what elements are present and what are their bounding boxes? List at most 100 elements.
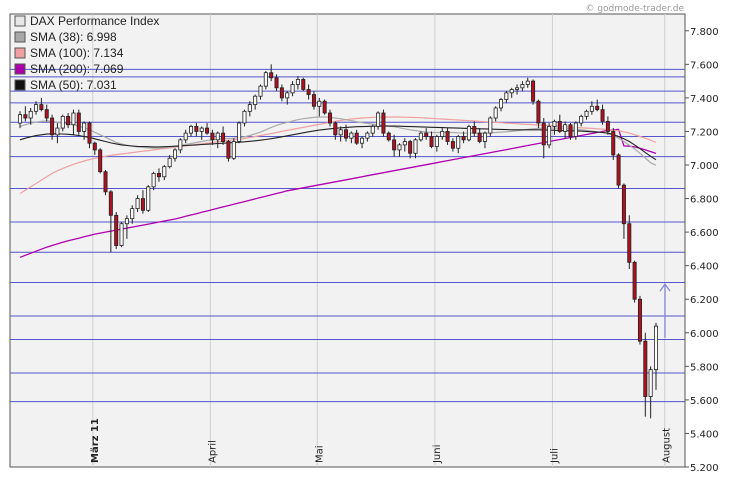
candle-body <box>98 149 103 173</box>
candle <box>429 131 434 149</box>
candle <box>301 77 306 92</box>
candle-body <box>477 132 482 142</box>
candle-body <box>301 79 306 90</box>
candle <box>616 153 621 189</box>
candle-body <box>605 120 610 132</box>
candle <box>322 99 327 115</box>
legend-swatch <box>14 15 26 27</box>
candle <box>482 131 487 149</box>
candle-body <box>488 117 493 134</box>
candle-body <box>39 104 44 111</box>
candle <box>146 185 151 212</box>
candle <box>327 109 332 127</box>
candle <box>493 106 498 122</box>
candle <box>87 121 92 149</box>
candle <box>595 99 600 112</box>
candle-body <box>595 105 600 111</box>
candle <box>424 128 429 140</box>
candle-body <box>397 144 402 151</box>
sma100-line <box>19 116 657 195</box>
candle-body <box>269 72 274 79</box>
candle <box>60 114 65 132</box>
candle <box>579 114 584 127</box>
candle <box>509 87 514 98</box>
candle <box>360 136 365 149</box>
candle-body <box>28 110 33 119</box>
candle-body <box>338 129 343 136</box>
candle <box>17 111 22 129</box>
candle <box>50 114 55 140</box>
candle-body <box>242 110 247 124</box>
candle-body <box>55 127 60 136</box>
candle <box>450 138 455 152</box>
candle <box>205 123 210 135</box>
candle-body <box>456 136 461 149</box>
candle <box>611 128 616 160</box>
candle-body <box>146 186 151 211</box>
candle <box>247 101 252 117</box>
candle-body <box>557 120 562 132</box>
candle-body <box>499 99 504 109</box>
candle-body <box>333 122 338 136</box>
y-tick-label: 5.800 <box>690 362 719 373</box>
y-tick-label: 7.400 <box>690 94 719 105</box>
candle-body <box>504 92 509 100</box>
candle <box>541 118 546 159</box>
candle <box>589 101 594 115</box>
candle <box>151 171 156 191</box>
candle <box>504 91 509 103</box>
candle-body <box>365 132 370 139</box>
candle-body <box>637 298 642 342</box>
candle-body <box>167 157 172 168</box>
legend-label: SMA (50): 7.031 <box>30 78 117 92</box>
candle-body <box>322 100 327 114</box>
candle <box>499 97 504 112</box>
candle-body <box>568 124 573 137</box>
candle-body <box>515 87 520 90</box>
candle-body <box>274 77 279 89</box>
y-axis: 7.800 7.600 7.400 7.200 7.000 6.800 6.600 6.400… <box>685 27 719 474</box>
y-tick-label: 6.200 <box>690 295 719 306</box>
candle <box>536 99 541 129</box>
candle <box>370 124 375 137</box>
candle <box>71 109 76 135</box>
candle-body <box>82 122 87 132</box>
arrow-head <box>659 283 671 292</box>
candle-body <box>60 115 65 129</box>
candle <box>44 104 49 122</box>
legend-label: DAX Performance Index <box>30 14 159 28</box>
candle <box>547 123 552 149</box>
y-tick-label: 6.000 <box>690 329 719 340</box>
y-tick-label: 5.400 <box>690 429 719 440</box>
watermark: © godmode-trader.de <box>585 4 684 14</box>
candle-body <box>413 139 418 154</box>
candle-body <box>440 131 445 137</box>
candle <box>338 126 343 142</box>
candle-body <box>386 132 391 141</box>
candle <box>231 138 236 160</box>
candle-body <box>87 122 92 144</box>
candle <box>279 84 284 102</box>
candle <box>124 215 129 239</box>
candle <box>140 190 145 214</box>
y-tick-label: 6.800 <box>690 195 719 206</box>
candle <box>413 138 418 159</box>
candle-body <box>135 198 140 210</box>
candle <box>376 111 381 130</box>
candle-body <box>124 218 129 225</box>
candle <box>295 76 300 90</box>
candle-body <box>103 171 108 193</box>
candle-body <box>140 198 145 211</box>
candle <box>285 91 290 105</box>
candle-body <box>525 80 530 85</box>
candle <box>39 97 44 112</box>
candle-body <box>445 131 450 142</box>
legend-label: SMA (38): 6.998 <box>30 30 117 44</box>
candle <box>130 205 135 224</box>
candle <box>573 121 578 140</box>
candle <box>637 295 642 345</box>
y-tick-label: 5.200 <box>690 463 719 474</box>
candle <box>172 148 177 162</box>
candle-body <box>584 110 589 117</box>
